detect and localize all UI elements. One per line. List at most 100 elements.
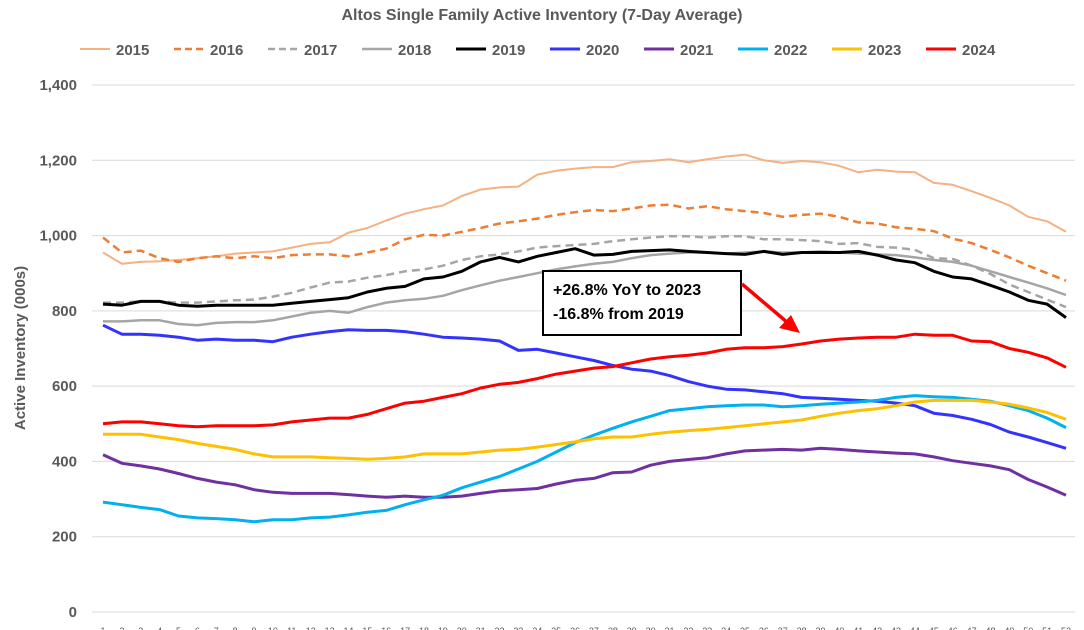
y-tick-label: 1,200 xyxy=(39,152,77,169)
x-tick-label: 23 xyxy=(513,626,523,630)
x-tick-label: 47 xyxy=(967,626,977,630)
legend-label: 2019 xyxy=(492,42,525,59)
x-tick-label: 4 xyxy=(157,626,162,630)
x-tick-label: 28 xyxy=(608,626,618,630)
series-line-2016 xyxy=(102,203,1067,282)
x-tick-label: 6 xyxy=(195,626,200,630)
series-line-2023 xyxy=(103,398,1067,461)
chart-title: Altos Single Family Active Inventory (7-… xyxy=(341,7,742,24)
legend-item-2018: 2018 xyxy=(362,42,431,59)
x-tick-label: 40 xyxy=(834,626,844,630)
legend-item-2021: 2021 xyxy=(644,42,713,59)
y-tick-label: 800 xyxy=(52,303,77,320)
x-tick-label: 1 xyxy=(100,626,105,630)
legend-label: 2024 xyxy=(962,42,996,59)
series-line-2020 xyxy=(102,323,1067,450)
x-tick-label: 43 xyxy=(891,626,901,630)
y-tick-label: 0 xyxy=(69,604,77,621)
x-tick-label: 51 xyxy=(1042,626,1052,630)
gridlines xyxy=(92,84,1075,613)
x-tick-label: 2 xyxy=(119,626,124,630)
legend-item-2015: 2015 xyxy=(80,42,149,59)
x-tick-label: 11 xyxy=(287,626,296,630)
x-tick-label: 41 xyxy=(853,626,863,630)
legend-item-2016: 2016 xyxy=(174,42,243,59)
x-tick-label: 16 xyxy=(381,626,391,630)
annotation-line-2: -16.8% from 2019 xyxy=(553,306,684,323)
x-tick-label: 46 xyxy=(948,626,958,630)
x-tick-label: 48 xyxy=(985,626,995,630)
legend-label: 2016 xyxy=(210,42,243,59)
x-tick-label: 22 xyxy=(495,626,505,630)
x-tick-label: 19 xyxy=(438,626,448,630)
legend-label: 2015 xyxy=(116,42,149,59)
x-tick-label: 50 xyxy=(1023,626,1033,630)
y-tick-label: 1,000 xyxy=(39,228,77,245)
x-tick-label: 9 xyxy=(252,626,257,630)
series-line-2019 xyxy=(102,247,1067,319)
x-tick-label: 37 xyxy=(778,626,788,630)
annotation-arrow xyxy=(740,282,790,325)
x-tick-label: 21 xyxy=(476,626,486,630)
x-tick-label: 18 xyxy=(419,626,429,630)
x-tick-label: 8 xyxy=(233,626,238,630)
series-line-2017 xyxy=(103,235,1067,309)
y-axis-label: Active Inventory (000s) xyxy=(12,266,29,430)
x-tick-label: 12 xyxy=(306,626,316,630)
x-tick-label: 33 xyxy=(702,626,712,630)
x-axis-ticks: 1234567891011121314151617181920212223242… xyxy=(100,626,1071,630)
x-tick-label: 39 xyxy=(816,626,826,630)
x-tick-label: 35 xyxy=(740,626,750,630)
x-tick-label: 26 xyxy=(570,626,580,630)
x-tick-label: 44 xyxy=(910,626,920,630)
annotation-box xyxy=(542,270,742,336)
x-tick-label: 31 xyxy=(664,626,674,630)
x-tick-label: 30 xyxy=(646,626,656,630)
x-tick-label: 10 xyxy=(268,626,278,630)
x-tick-label: 5 xyxy=(176,626,181,630)
legend-label: 2017 xyxy=(304,42,337,59)
legend-label: 2022 xyxy=(774,42,807,59)
x-tick-label: 34 xyxy=(721,626,731,630)
series-line-2021 xyxy=(102,446,1067,499)
series-line-2015 xyxy=(102,153,1067,265)
x-tick-label: 49 xyxy=(1004,626,1014,630)
annotation: +26.8% YoY to 2023 -16.8% from 2019 xyxy=(542,270,800,336)
legend-item-2023: 2023 xyxy=(832,42,901,59)
legend-item-2017: 2017 xyxy=(268,42,337,59)
x-tick-label: 42 xyxy=(872,626,882,630)
x-tick-label: 52 xyxy=(1061,626,1071,630)
annotation-line-1: +26.8% YoY to 2023 xyxy=(553,282,701,299)
legend-item-2019: 2019 xyxy=(456,42,525,59)
legend-item-2020: 2020 xyxy=(550,42,619,59)
x-tick-label: 17 xyxy=(400,626,410,630)
x-tick-label: 7 xyxy=(214,626,219,630)
legend-label: 2018 xyxy=(398,42,431,59)
x-tick-label: 3 xyxy=(138,626,143,630)
x-tick-label: 24 xyxy=(532,626,542,630)
x-tick-label: 32 xyxy=(683,626,693,630)
x-tick-label: 13 xyxy=(325,626,335,630)
y-tick-label: 200 xyxy=(52,529,77,546)
legend-label: 2023 xyxy=(868,42,901,59)
y-tick-label: 400 xyxy=(52,453,77,470)
series-line-2024 xyxy=(102,332,1067,429)
x-tick-label: 36 xyxy=(759,626,769,630)
legend-item-2024: 2024 xyxy=(926,42,996,59)
x-tick-label: 25 xyxy=(551,626,561,630)
annotation-arrowhead xyxy=(779,315,800,333)
y-tick-label: 1,400 xyxy=(39,77,77,94)
series-lines xyxy=(102,153,1067,524)
y-axis-ticks: 0 200 400 600 800 1,000 1,200 1,400 xyxy=(39,77,77,621)
x-tick-label: 20 xyxy=(457,626,467,630)
legend: 2015 2016 2017 2018 2019 2020 2021 2022 2023 2024 xyxy=(80,42,996,59)
y-tick-label: 600 xyxy=(52,378,77,395)
x-tick-label: 45 xyxy=(929,626,939,630)
x-tick-label: 29 xyxy=(627,626,637,630)
series-line-2022 xyxy=(102,394,1067,524)
x-tick-label: 14 xyxy=(343,626,353,630)
legend-label: 2020 xyxy=(586,42,619,59)
x-tick-label: 38 xyxy=(797,626,807,630)
legend-item-2022: 2022 xyxy=(738,42,807,59)
